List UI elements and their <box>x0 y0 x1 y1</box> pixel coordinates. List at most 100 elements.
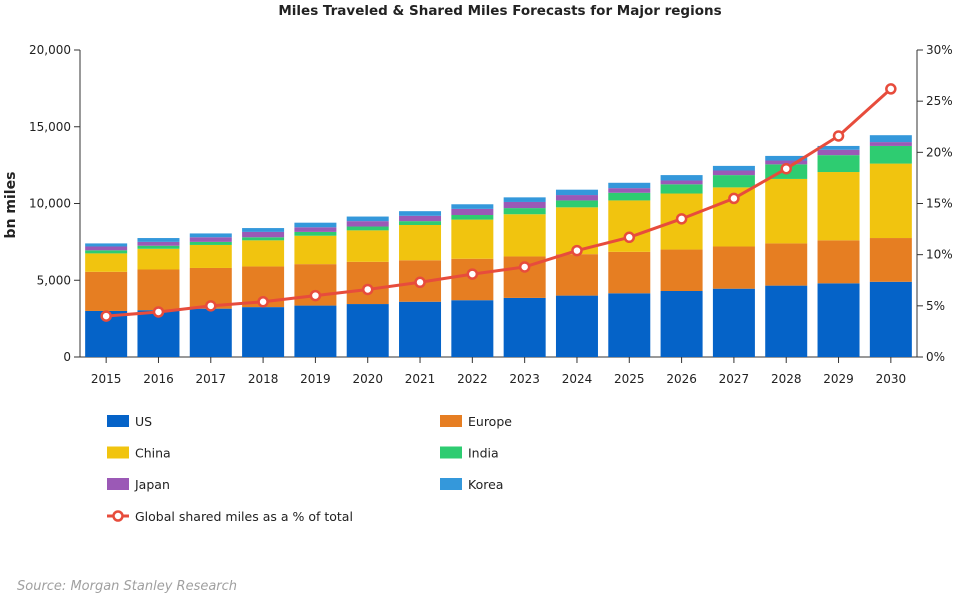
bar-us <box>294 305 337 357</box>
bar-china <box>451 219 494 259</box>
bar-china <box>189 244 232 268</box>
y-tick-label: 10,000 <box>29 197 71 211</box>
bar-india <box>608 192 651 201</box>
x-tick-label: 2016 <box>143 372 174 386</box>
bar-japan <box>608 188 651 193</box>
x-tick-label: 2020 <box>352 372 383 386</box>
legend-swatch-europe <box>440 415 462 427</box>
bar-japan <box>294 227 337 232</box>
y2-tick-label: 20% <box>926 145 953 159</box>
shared-miles-point <box>518 261 531 273</box>
bar-china <box>869 163 912 239</box>
bar-japan <box>765 160 808 165</box>
bar-korea <box>765 155 808 161</box>
x-tick-label: 2026 <box>666 372 697 386</box>
legend-label: India <box>468 446 499 461</box>
legend-swatch-japan <box>107 478 129 490</box>
bar-japan <box>660 180 703 185</box>
shared-miles-point <box>728 192 740 205</box>
bar-japan <box>869 142 912 146</box>
bar-india <box>85 250 128 254</box>
y2-tick-label: 25% <box>926 94 953 108</box>
legend-label: Global shared miles as a % of total <box>135 509 353 524</box>
bar-europe <box>555 254 598 296</box>
bar-korea <box>137 238 180 242</box>
x-tick-label: 2024 <box>562 372 593 386</box>
bar-europe <box>346 261 389 305</box>
bar-europe <box>869 238 912 282</box>
bar-korea <box>817 145 860 150</box>
bar-china <box>346 230 389 262</box>
bar-us <box>660 290 703 357</box>
y-tick-label: 5,000 <box>37 273 71 287</box>
legend-swatch-korea <box>440 478 462 490</box>
bar-india <box>503 208 546 215</box>
bar-japan <box>85 246 128 251</box>
bar-china <box>765 178 808 244</box>
bar-us <box>346 304 389 357</box>
y-tick-label: 15,000 <box>29 120 71 134</box>
legend-label: US <box>135 414 152 429</box>
bar-china <box>503 214 546 257</box>
bar-korea <box>608 182 651 189</box>
bar-china <box>242 240 285 267</box>
legend-label: Korea <box>468 477 503 492</box>
bar-korea <box>242 228 285 232</box>
shared-miles-point <box>361 283 374 296</box>
bar-india <box>242 237 285 241</box>
legend-swatch-india <box>440 446 462 459</box>
bar-korea <box>660 175 703 181</box>
bar-korea <box>85 243 128 247</box>
bar-japan <box>555 195 598 201</box>
bar-us <box>137 310 180 357</box>
shared-miles-line <box>106 87 892 318</box>
shared-miles-point <box>152 306 165 318</box>
bar-india <box>660 184 703 194</box>
source-note: Source: Morgan Stanley Research <box>17 579 238 594</box>
bar-europe <box>817 240 860 284</box>
bar-china <box>85 253 128 272</box>
shared-miles-point <box>205 300 217 312</box>
bar-china <box>294 235 337 265</box>
y2-tick-label: 5% <box>926 299 945 313</box>
x-tick-label: 2027 <box>719 372 750 386</box>
shared-miles-point <box>780 162 792 175</box>
bar-japan <box>137 241 180 246</box>
bar-korea <box>399 211 442 216</box>
bar-europe <box>712 246 755 289</box>
x-tick-label: 2029 <box>823 372 854 386</box>
legend-label: Japan <box>134 477 170 492</box>
x-tick-label: 2021 <box>405 372 436 386</box>
bar-japan <box>503 201 546 209</box>
bar-us <box>765 285 808 357</box>
bar-india <box>712 175 755 188</box>
x-tick-label: 2025 <box>614 372 645 386</box>
bar-europe <box>608 251 651 294</box>
bar-us <box>242 307 285 357</box>
x-tick-label: 2017 <box>196 372 227 386</box>
shared-miles-point <box>466 268 479 280</box>
bar-korea <box>346 216 389 222</box>
bar-europe <box>660 249 703 291</box>
y2-tick-label: 0% <box>926 350 945 364</box>
shared-miles-point <box>623 231 636 244</box>
bar-china <box>137 248 180 270</box>
x-tick-label: 2018 <box>248 372 279 386</box>
bar-europe <box>765 243 808 286</box>
bar-korea <box>294 222 337 228</box>
x-tick-label: 2022 <box>457 372 488 386</box>
legend-swatch-us <box>107 415 129 427</box>
bar-india <box>451 215 494 220</box>
bar-us <box>608 293 651 357</box>
bar-us <box>451 300 494 357</box>
bar-us <box>399 301 442 357</box>
bar-korea <box>555 189 598 196</box>
bar-japan <box>346 221 389 227</box>
bar-india <box>189 241 232 245</box>
y-tick-label: 20,000 <box>29 43 71 57</box>
bar-korea <box>189 233 232 238</box>
legend-line-marker <box>112 510 124 522</box>
bar-us <box>817 283 860 357</box>
